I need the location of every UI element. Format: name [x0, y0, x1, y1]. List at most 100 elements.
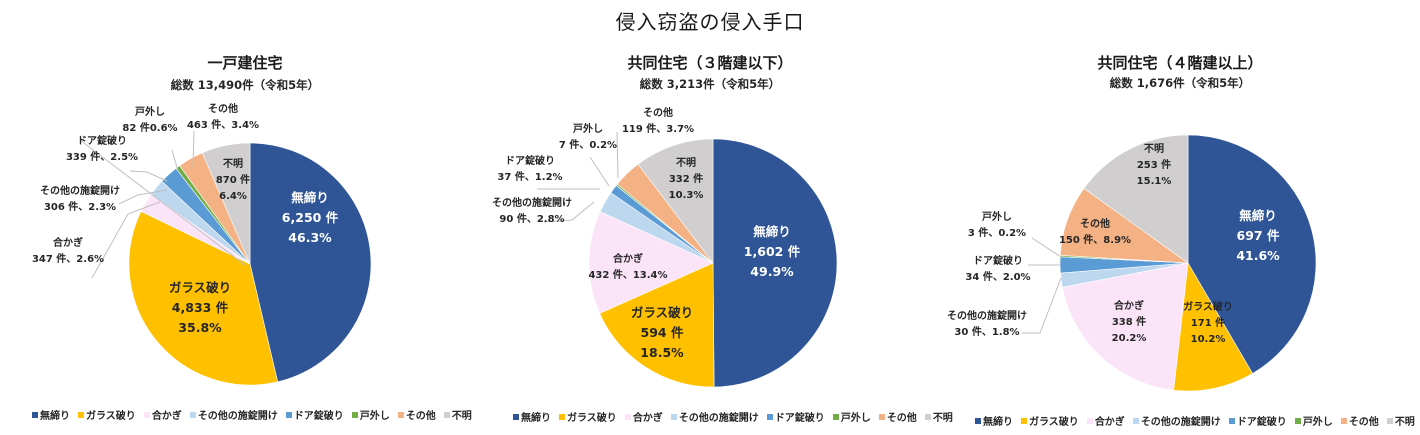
slice-label-mushimari: 無締り 1,602 件 49.9%	[743, 224, 801, 279]
leader-line	[543, 201, 595, 223]
pie-chart	[537, 131, 838, 388]
legend-item: ガラス破り	[78, 407, 136, 422]
chart-panel-apartment-high: 共同住宅（４階建以上） 総数 1,676件（令和5年） 無締り 697 件 41.6…	[940, 0, 1420, 435]
panel-total: 総数 3,213件（令和5年）	[639, 77, 781, 91]
legend-label: ドア錠破り	[293, 411, 344, 422]
legend-item: 無締り	[32, 407, 70, 422]
legend-swatch-icon	[1086, 417, 1093, 424]
slice-label-aikagi: 合かぎ 347 件、2.6%	[31, 238, 105, 265]
legend-label: 合かぎ	[632, 413, 663, 424]
leader-line	[118, 189, 168, 205]
slice-label-other-unlock: その他の施錠開け 30 件、1.8%	[947, 311, 1027, 338]
pie-slice	[201, 142, 251, 265]
slice-label-glass: ガラス破り 4,833 件 35.8%	[168, 280, 232, 335]
legend-label: ガラス破り	[1029, 417, 1079, 428]
legend-label: 戸外し	[840, 413, 871, 424]
legend-label: その他の施錠開け	[678, 413, 759, 424]
legend-swatch-icon	[975, 417, 981, 424]
slice-label-door-lock: ドア錠破り 34 件、2.0%	[965, 256, 1031, 283]
chart-panel-apartment-low: 共同住宅（３階建以下） 総数 3,213件（令和5年） 無締り 1,602 件 49…	[480, 0, 953, 435]
legend-swatch-icon	[1340, 417, 1347, 424]
slice-label-mushimari: 無締り 6,250 件 46.3%	[281, 190, 339, 245]
slice-label-mushimari: 無締り 697 件 41.6%	[1236, 208, 1280, 263]
legend-item: その他	[397, 407, 436, 422]
legend-swatch-icon	[924, 413, 931, 420]
panel-title: 共同住宅（３階建以下）	[627, 54, 793, 72]
legend-swatch-icon	[878, 413, 885, 420]
legend-item: その他	[878, 409, 917, 424]
slice-label-door-lock: ドア錠破り 37 件、1.2%	[497, 156, 563, 183]
legend-item: 合かぎ	[143, 407, 182, 422]
slice-label-other-unlock: その他の施錠開け 306 件、2.3%	[40, 186, 120, 213]
legend-item: その他の施錠開け	[1132, 413, 1221, 428]
legend-swatch-icon	[1294, 417, 1301, 424]
legend-item: 不明	[1386, 413, 1415, 428]
legend-label: 合かぎ	[151, 411, 182, 422]
legend-label: その他の施錠開け	[197, 411, 278, 422]
legend-item: 戸外し	[351, 407, 390, 422]
legend-label: ドア錠破り	[1236, 417, 1287, 428]
legend-swatch-icon	[513, 413, 519, 420]
legend-item: ガラス破り	[1021, 413, 1079, 428]
legend-item: ドア錠破り	[1228, 413, 1287, 428]
pie-chart	[1022, 134, 1317, 392]
chart-panel-detached-house: 一戸建住宅 総数 13,490件（令和5年） 無締り 6,250 件 46.3% ガ…	[0, 0, 480, 435]
legend-item: 合かぎ	[624, 409, 663, 424]
legend-swatch-icon	[351, 411, 358, 418]
legend-swatch-icon	[1386, 417, 1393, 424]
legend-swatch-icon	[559, 413, 565, 420]
slice-label-other: その他 150 件、8.9%	[1058, 219, 1132, 246]
legend-label: 戸外し	[1302, 417, 1333, 428]
legend-swatch-icon	[78, 411, 84, 418]
slice-label-aikagi: 合かぎ 432 件、13.4%	[588, 254, 668, 281]
legend-label: その他の施錠開け	[1140, 417, 1221, 428]
legend-item: 不明	[924, 409, 953, 424]
panel-total: 総数 1,676件（令和5年）	[1109, 76, 1251, 90]
legend-label: 無締り	[983, 417, 1013, 428]
slice-label-glass: ガラス破り 594 件 18.5%	[630, 305, 694, 360]
pie-slice	[599, 262, 715, 388]
legend-swatch-icon	[397, 411, 404, 418]
legend-swatch-icon	[624, 413, 631, 420]
slice-label-door-removal: 戸外し 82 件0.6%	[122, 107, 178, 134]
legend-swatch-icon	[1228, 417, 1235, 424]
pie-slice	[1061, 262, 1189, 391]
legend-label: 戸外し	[359, 411, 390, 422]
legend-label: ガラス破り	[567, 413, 617, 424]
legend-label: 無締り	[40, 411, 70, 422]
legend-item: 合かぎ	[1086, 413, 1125, 428]
legend-swatch-icon	[832, 413, 839, 420]
legend-item: 戸外し	[832, 409, 871, 424]
pie-slice	[1083, 134, 1189, 264]
legend-label: 合かぎ	[1094, 417, 1125, 428]
chart-legend: 無締り ガラス破り 合かぎ その他の施錠開け ドア錠破り 戸外し その他 不明	[513, 409, 953, 424]
pie-slice	[588, 211, 714, 314]
legend-item: 不明	[443, 407, 472, 422]
legend-swatch-icon	[766, 413, 773, 420]
legend-item: ドア錠破り	[285, 407, 344, 422]
panel-title: 共同住宅（４階建以上）	[1097, 54, 1263, 72]
slice-label-aikagi: 合かぎ 338 件 20.2%	[1111, 301, 1147, 344]
legend-swatch-icon	[1132, 417, 1139, 424]
slice-label-other-unlock: その他の施錠開け 90 件、2.8%	[492, 198, 572, 225]
slice-label-glass: ガラス破り 171 件 10.2%	[1183, 302, 1233, 345]
legend-item: その他の施錠開け	[189, 407, 278, 422]
slice-label-unknown: 不明 253 件 15.1%	[1136, 144, 1172, 187]
legend-item: ガラス破り	[559, 409, 617, 424]
leader-line	[129, 170, 168, 182]
legend-swatch-icon	[443, 411, 450, 418]
panel-total: 総数 13,490件（令和5年）	[170, 78, 320, 92]
slice-label-unknown: 不明 870 件 6.4%	[215, 159, 251, 202]
legend-item: その他の施錠開け	[670, 409, 759, 424]
legend-label: 不明	[932, 413, 953, 424]
legend-item: ドア錠破り	[766, 409, 825, 424]
chart-legend: 無締り ガラス破り 合かぎ その他の施錠開け ドア錠破り 戸外し その他 不明	[975, 413, 1415, 428]
pie-slice	[128, 211, 279, 386]
pie-slice	[1173, 262, 1253, 392]
leader-line	[616, 131, 619, 179]
leader-line	[1031, 237, 1062, 258]
chart-legend: 無締り ガラス破り 合かぎ その他の施錠開け ドア錠破り 戸外し その他 不明	[32, 407, 472, 422]
slice-label-door-lock: ドア錠破り 339 件、2.5%	[65, 136, 139, 163]
legend-item: 戸外し	[1294, 413, 1333, 428]
leader-line	[589, 156, 610, 187]
